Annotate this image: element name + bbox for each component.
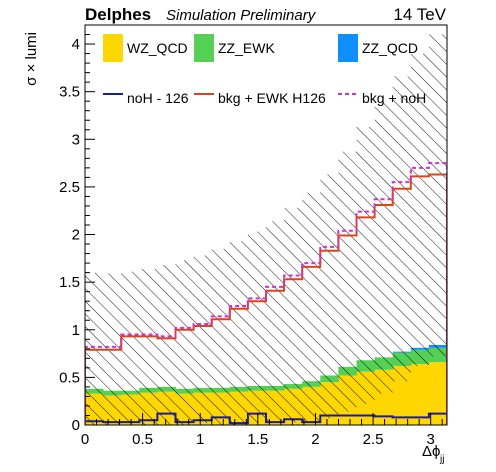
axes: 0 0.5 1 1.5 2 2.5 3 3.5 4 0 0.5 1 1.5 2 2.5 3 [59, 24, 443, 448]
y-tick-label: 3.5 [59, 84, 80, 101]
x-tick-label: 2.5 [363, 431, 384, 448]
y-tick-label: 2 [72, 227, 80, 244]
x-axis-title: Δϕ [422, 443, 440, 460]
x-tick-label: 3 [427, 431, 435, 448]
legend-label-noh-126: noH - 126 [127, 90, 189, 106]
legend-swatch-zz-qcd [338, 34, 358, 62]
energy-label: 14 TeV [393, 5, 446, 24]
legend-label-zz-qcd: ZZ_QCD [362, 40, 418, 56]
stack-bar-wz-qcd [410, 364, 430, 425]
y-axis-title: σ × lumi [23, 32, 40, 86]
plot-area [85, 34, 447, 425]
y-tick-label: 0 [72, 417, 80, 434]
y-tick-label: 1.5 [59, 274, 80, 291]
x-tick-label: 1 [196, 431, 204, 448]
legend-label-bkg-noh: bkg + noH [362, 90, 426, 106]
legend-swatch-wz-qcd [103, 34, 123, 62]
brand-label: Delphes [85, 5, 151, 24]
stack-bar-wz-qcd [428, 362, 447, 425]
series-line-bkg-noh [85, 162, 447, 425]
y-tick-label: 2.5 [59, 179, 80, 196]
subtitle-label: Simulation Preliminary [166, 7, 317, 24]
legend-label-wz-qcd: WZ_QCD [127, 40, 188, 56]
legend-swatch-zz-ewk [194, 34, 214, 62]
y-tick-label: 1 [72, 322, 80, 339]
x-axis-title-subscript: jj [439, 454, 444, 465]
x-tick-label: 2 [311, 431, 319, 448]
legend: WZ_QCD ZZ_EWK ZZ_QCD noH - 126 bkg + EWK H12… [103, 34, 426, 106]
x-tick-label: 1.5 [247, 431, 268, 448]
legend-label-bkg-ewk-h126: bkg + EWK H126 [218, 90, 326, 106]
y-tick-label: 4 [72, 36, 80, 53]
y-tick-label: 0.5 [59, 369, 80, 386]
x-tick-label: 0.5 [132, 431, 153, 448]
x-tick-label: 0 [81, 431, 89, 448]
legend-label-zz-ewk: ZZ_EWK [218, 40, 275, 56]
y-tick-label: 3 [72, 131, 80, 148]
